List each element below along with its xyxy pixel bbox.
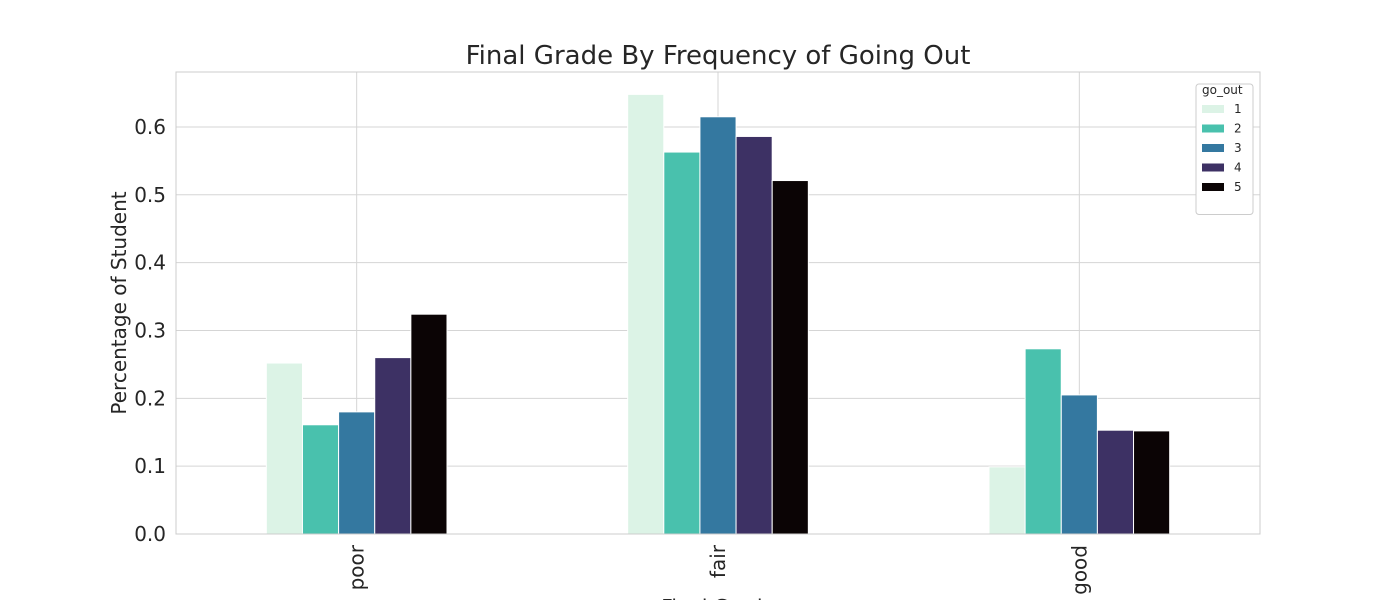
y-tick-label: 0.6: [134, 115, 166, 139]
legend-label: 2: [1234, 122, 1242, 136]
bar: [627, 93, 665, 535]
bar: [988, 466, 1026, 535]
bar: [338, 411, 376, 535]
x-axis-label: Final Grade: [661, 595, 774, 600]
y-tick-label: 0.1: [134, 454, 166, 478]
bar: [699, 116, 737, 535]
legend-swatch: [1202, 163, 1224, 172]
bar: [663, 151, 701, 535]
legend-swatch: [1202, 183, 1224, 191]
bar: [374, 357, 412, 535]
bar: [771, 180, 809, 535]
bar: [1133, 430, 1171, 535]
chart-title: Final Grade By Frequency of Going Out: [466, 41, 971, 71]
x-tick-label: poor: [345, 544, 369, 590]
bar: [1060, 394, 1098, 535]
y-tick-label: 0.4: [134, 251, 166, 275]
legend-title: go_out: [1202, 83, 1243, 97]
bar: [1096, 429, 1135, 535]
y-tick-label: 0.3: [134, 318, 166, 342]
y-axis-label: Percentage of Student: [107, 191, 131, 414]
y-tick-label: 0.0: [134, 522, 166, 546]
plot-frame: [175, 71, 1261, 535]
legend-label: 3: [1234, 141, 1242, 155]
bar: [301, 424, 340, 535]
legend-swatch: [1202, 105, 1224, 113]
bar: [735, 135, 773, 535]
legend-swatch: [1202, 124, 1224, 133]
bar: [410, 313, 448, 535]
x-tick-label: fair: [706, 544, 730, 578]
legend-label: 4: [1234, 161, 1242, 175]
legend-box: [1195, 83, 1254, 215]
x-tick-label: good: [1067, 545, 1091, 595]
legend-swatch: [1202, 144, 1224, 152]
bar: [1024, 348, 1062, 535]
y-tick-label: 0.5: [134, 183, 166, 207]
y-tick-label: 0.2: [134, 386, 166, 410]
legend-label: 5: [1234, 180, 1242, 194]
bar: [265, 362, 303, 535]
legend-label: 1: [1234, 102, 1242, 116]
